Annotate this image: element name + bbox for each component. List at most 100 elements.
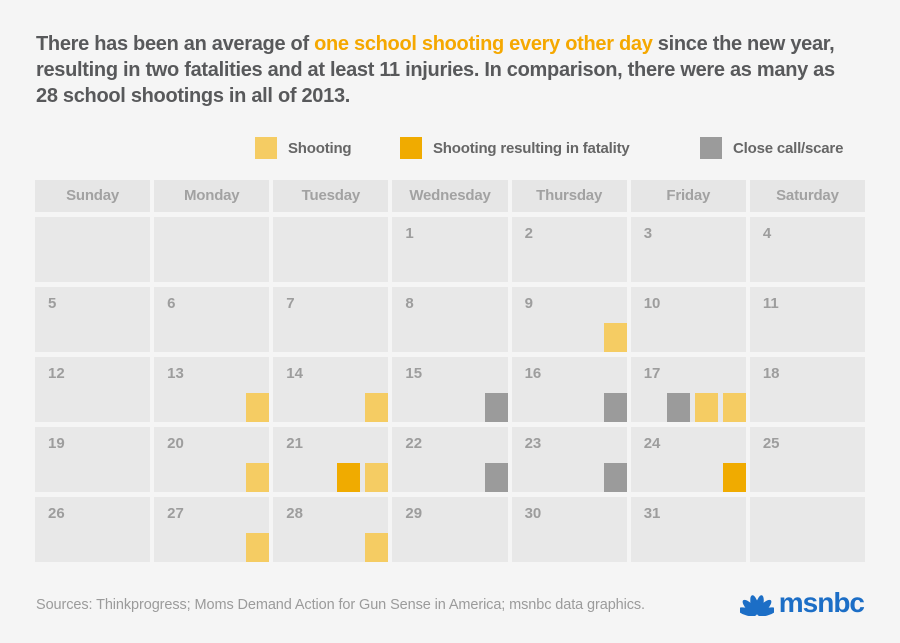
day-header-thursday: Thursday: [511, 180, 627, 212]
day-header-saturday: Saturday: [749, 180, 865, 212]
day-number: 20: [167, 435, 184, 452]
calendar-day-10: 10: [630, 287, 746, 352]
day-number: 1: [405, 225, 414, 242]
event-markers: [365, 533, 389, 562]
calendar-day-8: 8: [392, 287, 508, 352]
day-number: 7: [286, 295, 295, 312]
day-number: [273, 217, 388, 225]
day-number: 25: [762, 435, 780, 452]
day-number: 4: [762, 225, 772, 242]
day-number: 15: [405, 365, 423, 382]
calendar-day-empty: [154, 217, 270, 282]
marker-shooting: [246, 463, 270, 492]
day-number: 26: [48, 505, 65, 522]
day-number: 6: [167, 295, 176, 312]
event-markers: [484, 393, 508, 422]
marker-fatality: [722, 463, 746, 492]
day-number: 5: [48, 295, 57, 312]
marker-shooting: [722, 393, 746, 422]
calendar-day-4: 4: [749, 217, 865, 282]
calendar-day-27: 27: [154, 497, 270, 562]
fatality-swatch: [400, 137, 422, 159]
day-number: 23: [524, 435, 542, 452]
event-markers: [246, 533, 270, 562]
marker-close_call: [603, 393, 627, 422]
day-number: 31: [643, 505, 661, 522]
calendar-day-25: 25: [749, 427, 865, 492]
calendar-day-31: 31: [630, 497, 746, 562]
marker-shooting: [694, 393, 718, 422]
day-number: 30: [524, 505, 542, 522]
day-number: [35, 217, 150, 225]
event-markers: [246, 393, 270, 422]
calendar-day-2: 2: [511, 217, 627, 282]
day-header-friday: Friday: [630, 180, 746, 212]
event-markers: [246, 463, 270, 492]
calendar-day-21: 21: [273, 427, 389, 492]
calendar-day-16: 16: [511, 357, 627, 422]
marker-fatality: [337, 463, 361, 492]
marker-shooting: [603, 323, 627, 352]
day-number: 8: [405, 295, 414, 312]
calendar-day-15: 15: [392, 357, 508, 422]
calendar-body: 1 2 3 4 5 6 7 8 9 10 11 12 13 14 15 16 17 18 19 20 21 22 23 24 2…: [35, 217, 865, 562]
day-number: 13: [167, 365, 184, 382]
marker-shooting: [365, 393, 389, 422]
event-markers: [603, 393, 627, 422]
calendar-header-row: Sunday Monday Tuesday Wednesday Thursday Frid…: [35, 180, 865, 212]
calendar-day-13: 13: [154, 357, 270, 422]
legend-item-shooting: Shooting: [255, 137, 352, 159]
headline: There has been an average of one school …: [36, 31, 860, 109]
marker-close_call: [666, 393, 690, 422]
legend-label: Shooting resulting in fatality: [433, 139, 630, 157]
event-markers: [484, 463, 508, 492]
headline-highlight: one school shooting every other day: [314, 33, 653, 55]
day-number: 19: [48, 435, 65, 452]
calendar-day-5: 5: [35, 287, 151, 352]
calendar-day-11: 11: [749, 287, 865, 352]
event-markers: [666, 393, 746, 422]
calendar-day-20: 20: [154, 427, 270, 492]
day-number: 28: [286, 505, 303, 522]
calendar-day-18: 18: [749, 357, 865, 422]
day-number: 17: [643, 365, 661, 382]
calendar-day-17: 17: [630, 357, 746, 422]
calendar-day-24: 24: [630, 427, 746, 492]
day-number: 21: [286, 435, 303, 452]
calendar: Sunday Monday Tuesday Wednesday Thursday Frid…: [35, 180, 865, 562]
legend-item-close_call: Close call/scare: [700, 137, 843, 159]
event-markers: [603, 323, 627, 352]
day-number: 27: [167, 505, 184, 522]
close_call-swatch: [700, 137, 722, 159]
day-number: 11: [762, 295, 779, 312]
day-number: 12: [48, 365, 65, 382]
calendar-day-empty: [749, 497, 865, 562]
calendar-day-19: 19: [35, 427, 151, 492]
sources-text: Sources: Thinkprogress; Moms Demand Acti…: [36, 597, 645, 613]
calendar-day-1: 1: [392, 217, 508, 282]
calendar-day-23: 23: [511, 427, 627, 492]
marker-close_call: [484, 393, 508, 422]
marker-shooting: [365, 533, 389, 562]
shooting-swatch: [255, 137, 277, 159]
msnbc-wordmark: msnbc: [778, 587, 865, 618]
msnbc-logo: msnbc: [739, 587, 865, 618]
event-markers: [365, 393, 389, 422]
day-header-sunday: Sunday: [35, 180, 151, 212]
calendar-day-9: 9: [511, 287, 627, 352]
calendar-day-empty: [35, 217, 151, 282]
day-number: 2: [524, 225, 533, 242]
calendar-day-30: 30: [511, 497, 627, 562]
day-number: 22: [405, 435, 423, 452]
day-header-tuesday: Tuesday: [273, 180, 389, 212]
calendar-day-26: 26: [35, 497, 151, 562]
legend-label: Close call/scare: [733, 139, 844, 157]
event-markers: [337, 463, 389, 492]
legend-label: Shooting: [288, 139, 352, 157]
headline-pre: There has been an average of: [36, 33, 315, 55]
calendar-day-29: 29: [392, 497, 508, 562]
day-number: 9: [524, 295, 533, 312]
marker-close_call: [603, 463, 627, 492]
marker-shooting: [246, 533, 270, 562]
